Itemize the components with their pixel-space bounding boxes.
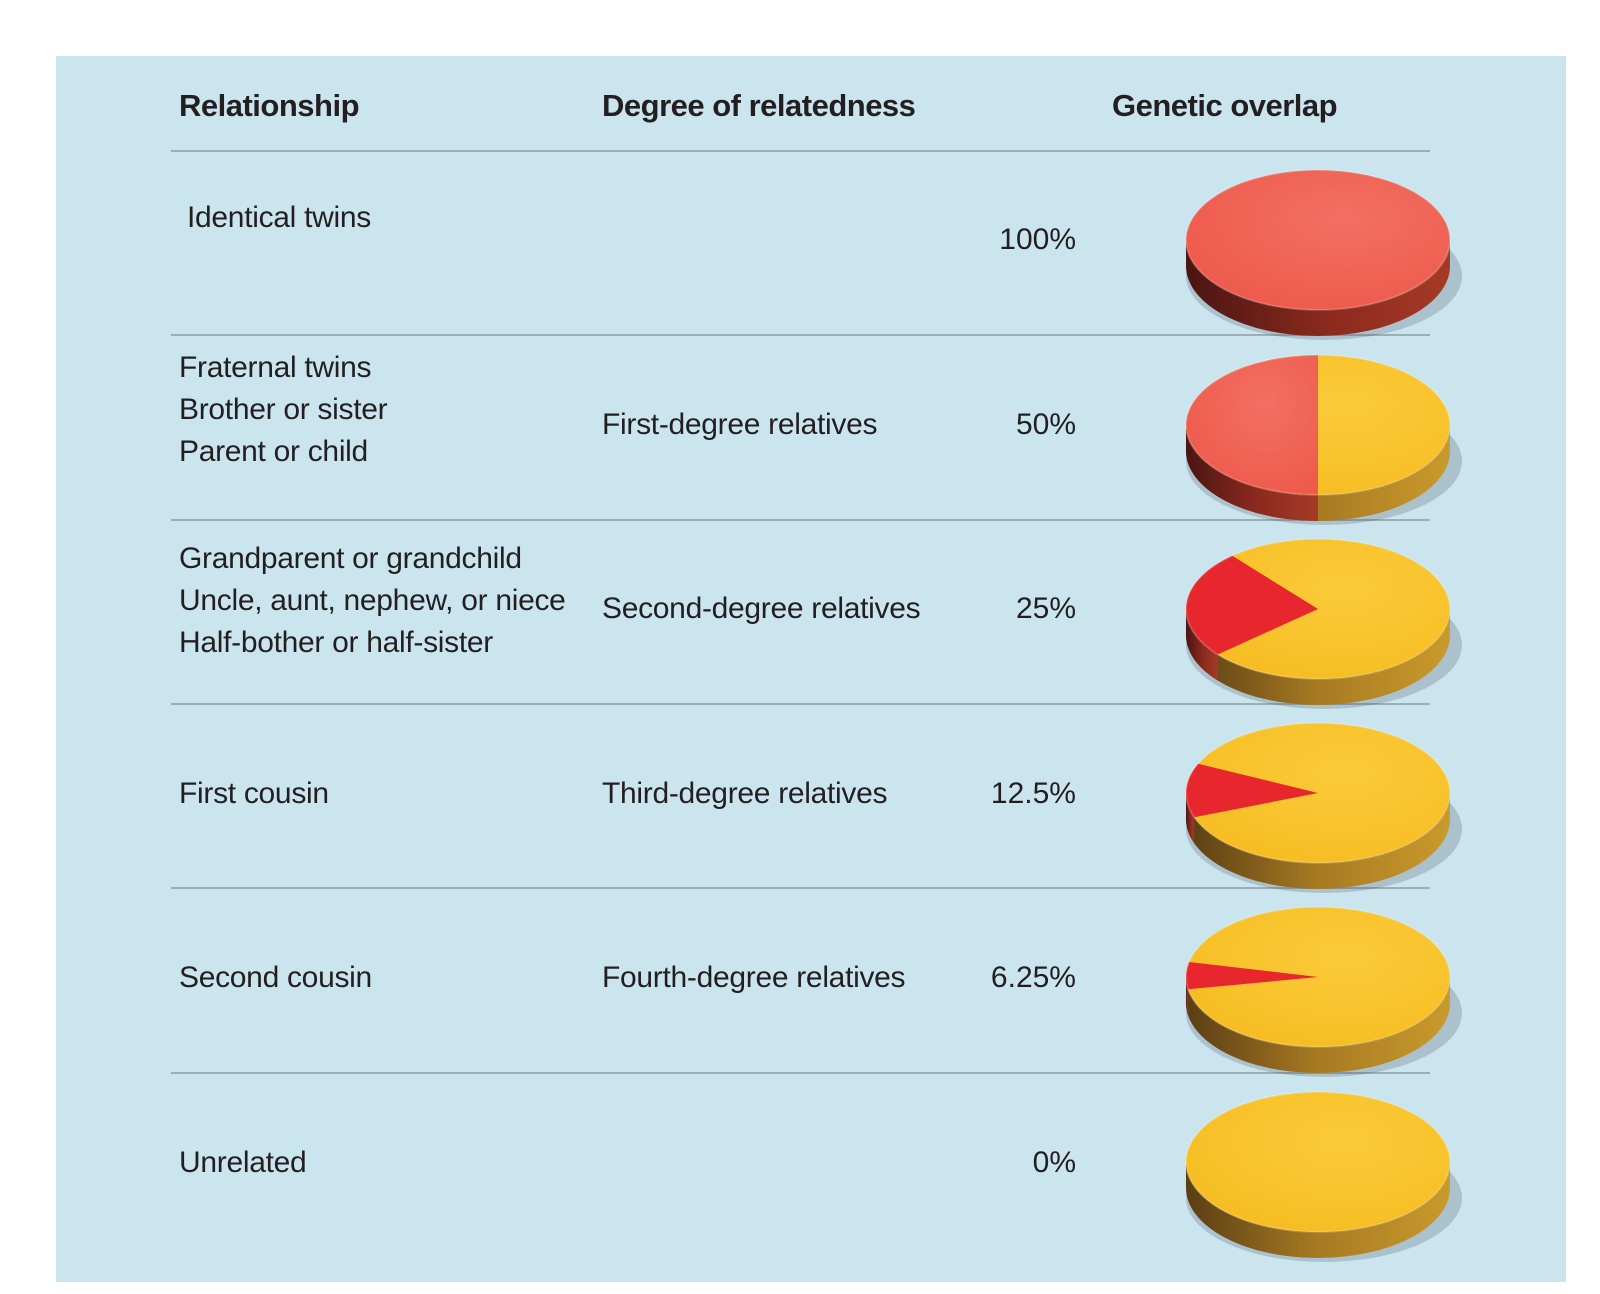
shared-side (1186, 977, 1189, 1016)
table-row: Grandparent or grandchild Uncle, aunt, n… (0, 521, 1600, 709)
header-overlap: Genetic overlap (1112, 88, 1338, 123)
shared-slice (1186, 961, 1318, 990)
pie-rim (1185, 169, 1451, 311)
pie-rim (1185, 1091, 1451, 1233)
shared-side (1186, 240, 1450, 336)
overlap-pie-0 (1185, 169, 1462, 340)
shared-slice (1186, 555, 1318, 655)
pie-rim (1185, 538, 1451, 680)
overlap-percent: 50% (1015, 408, 1076, 441)
degree-label: Second-degree relatives (602, 592, 921, 625)
overlap-pie-4 (1185, 906, 1462, 1077)
degree-label: Fourth-degree relatives (602, 961, 906, 994)
overlap-percent: 6.25% (990, 961, 1076, 994)
row-divider (171, 150, 1430, 152)
unshared-side (1186, 977, 1450, 1073)
overlap-percent: 12.5% (990, 777, 1076, 810)
table-row: Fraternal twins Brother or sister Parent… (0, 337, 1600, 525)
overlap-pie-1 (1185, 354, 1462, 525)
table-row: First cousin Third-degree relatives 12.5… (0, 705, 1600, 893)
degree-label: First-degree relatives (602, 408, 878, 441)
unshared-side (1186, 1162, 1450, 1258)
relationship-cell: Identical twins (187, 197, 371, 239)
degree-label: Third-degree relatives (602, 777, 888, 810)
relationship-cell: Unrelated (179, 1142, 307, 1184)
pie-rim (1185, 354, 1451, 496)
unshared-side (1186, 793, 1450, 889)
shared-side (1186, 793, 1195, 844)
row-divider (171, 1072, 1430, 1074)
overlap-percent: 0% (1032, 1146, 1076, 1179)
relationship-label: Brother or sister (179, 393, 388, 426)
relationship-label: Fraternal twins (179, 351, 372, 384)
overlap-percent: 100% (999, 223, 1076, 256)
relationship-label: Half-bother or half-sister (179, 626, 493, 659)
shared-slice (1186, 763, 1318, 818)
shared-side (1186, 425, 1318, 521)
relationship-cell: Grandparent or grandchild Uncle, aunt, n… (179, 538, 566, 664)
unshared-side (1186, 609, 1450, 705)
relationship-label: Unrelated (179, 1146, 307, 1179)
shared-slice (1186, 170, 1450, 310)
overlap-percent: 25% (1015, 592, 1076, 625)
unshared-slice (1186, 1092, 1450, 1232)
relationship-label: Parent or child (179, 435, 368, 468)
relationship-label: Identical twins (187, 201, 371, 234)
table-row: Second cousin Fourth-degree relatives 6.… (0, 889, 1600, 1077)
row-divider (171, 334, 1430, 336)
overlap-pie-2 (1185, 538, 1462, 709)
relationship-label: First cousin (179, 777, 329, 810)
overlap-pie-3 (1185, 722, 1462, 893)
header-degree: Degree of relatedness (602, 88, 916, 123)
row-divider (171, 887, 1430, 889)
overlap-pie-5 (1185, 1091, 1462, 1262)
relationship-label: Grandparent or grandchild (179, 542, 522, 575)
pie-rim (1185, 906, 1451, 1048)
relationship-cell: First cousin (179, 773, 329, 815)
relationship-cell: Fraternal twins Brother or sister Parent… (179, 347, 388, 473)
pie-rim (1185, 722, 1451, 864)
relationship-cell: Second cousin (179, 957, 372, 999)
row-divider (171, 703, 1430, 705)
shared-slice (1186, 355, 1318, 495)
relationship-label: Second cousin (179, 961, 372, 994)
header-relationship: Relationship (179, 88, 360, 123)
table-row: Identical twins 100% (0, 152, 1600, 340)
table-row: Unrelated 0% (0, 1074, 1600, 1262)
relationship-label: Uncle, aunt, nephew, or niece (179, 584, 566, 617)
row-divider (171, 519, 1430, 521)
shared-side (1186, 609, 1218, 681)
